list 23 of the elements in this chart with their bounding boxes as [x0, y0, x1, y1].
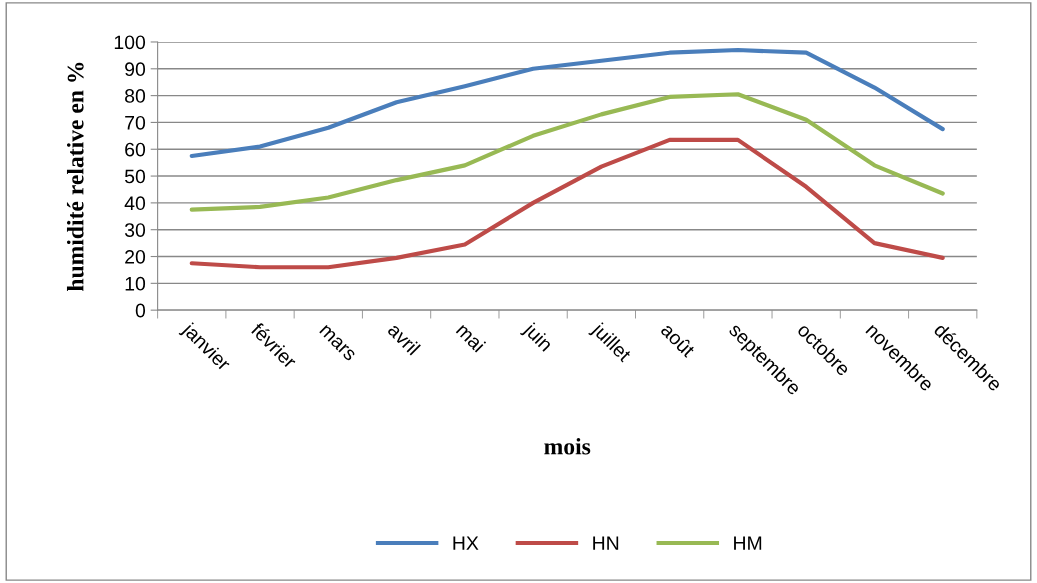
legend-label: HM [734, 536, 762, 550]
y-tick-label: 80 [125, 89, 146, 103]
y-tick-label: 10 [125, 276, 146, 291]
y-axis-title: humidité relative en % [66, 62, 84, 292]
line-series [189, 47, 945, 159]
x-tick-label: juin [519, 320, 554, 355]
y-tick-label: 70 [125, 115, 146, 130]
y-tick-label: 100 [114, 35, 146, 50]
y-tick-label: 20 [125, 249, 146, 264]
y-tick-label: 60 [125, 142, 146, 157]
y-tick-label: 0 [135, 303, 146, 318]
y-tick-label: 50 [124, 169, 146, 184]
line-series [189, 137, 945, 270]
line-series [189, 92, 945, 212]
x-axis-title: mois [544, 437, 591, 455]
legend-label: HX [453, 536, 479, 550]
x-tick-label: mai [455, 322, 487, 353]
y-tick-label: 40 [124, 196, 146, 211]
y-tick-label: 30 [124, 223, 146, 237]
legend-label: HN [593, 536, 619, 550]
y-tick-label: 90 [125, 62, 146, 77]
x-tick-label: août [660, 321, 697, 359]
x-tick-label: avril [387, 321, 421, 356]
